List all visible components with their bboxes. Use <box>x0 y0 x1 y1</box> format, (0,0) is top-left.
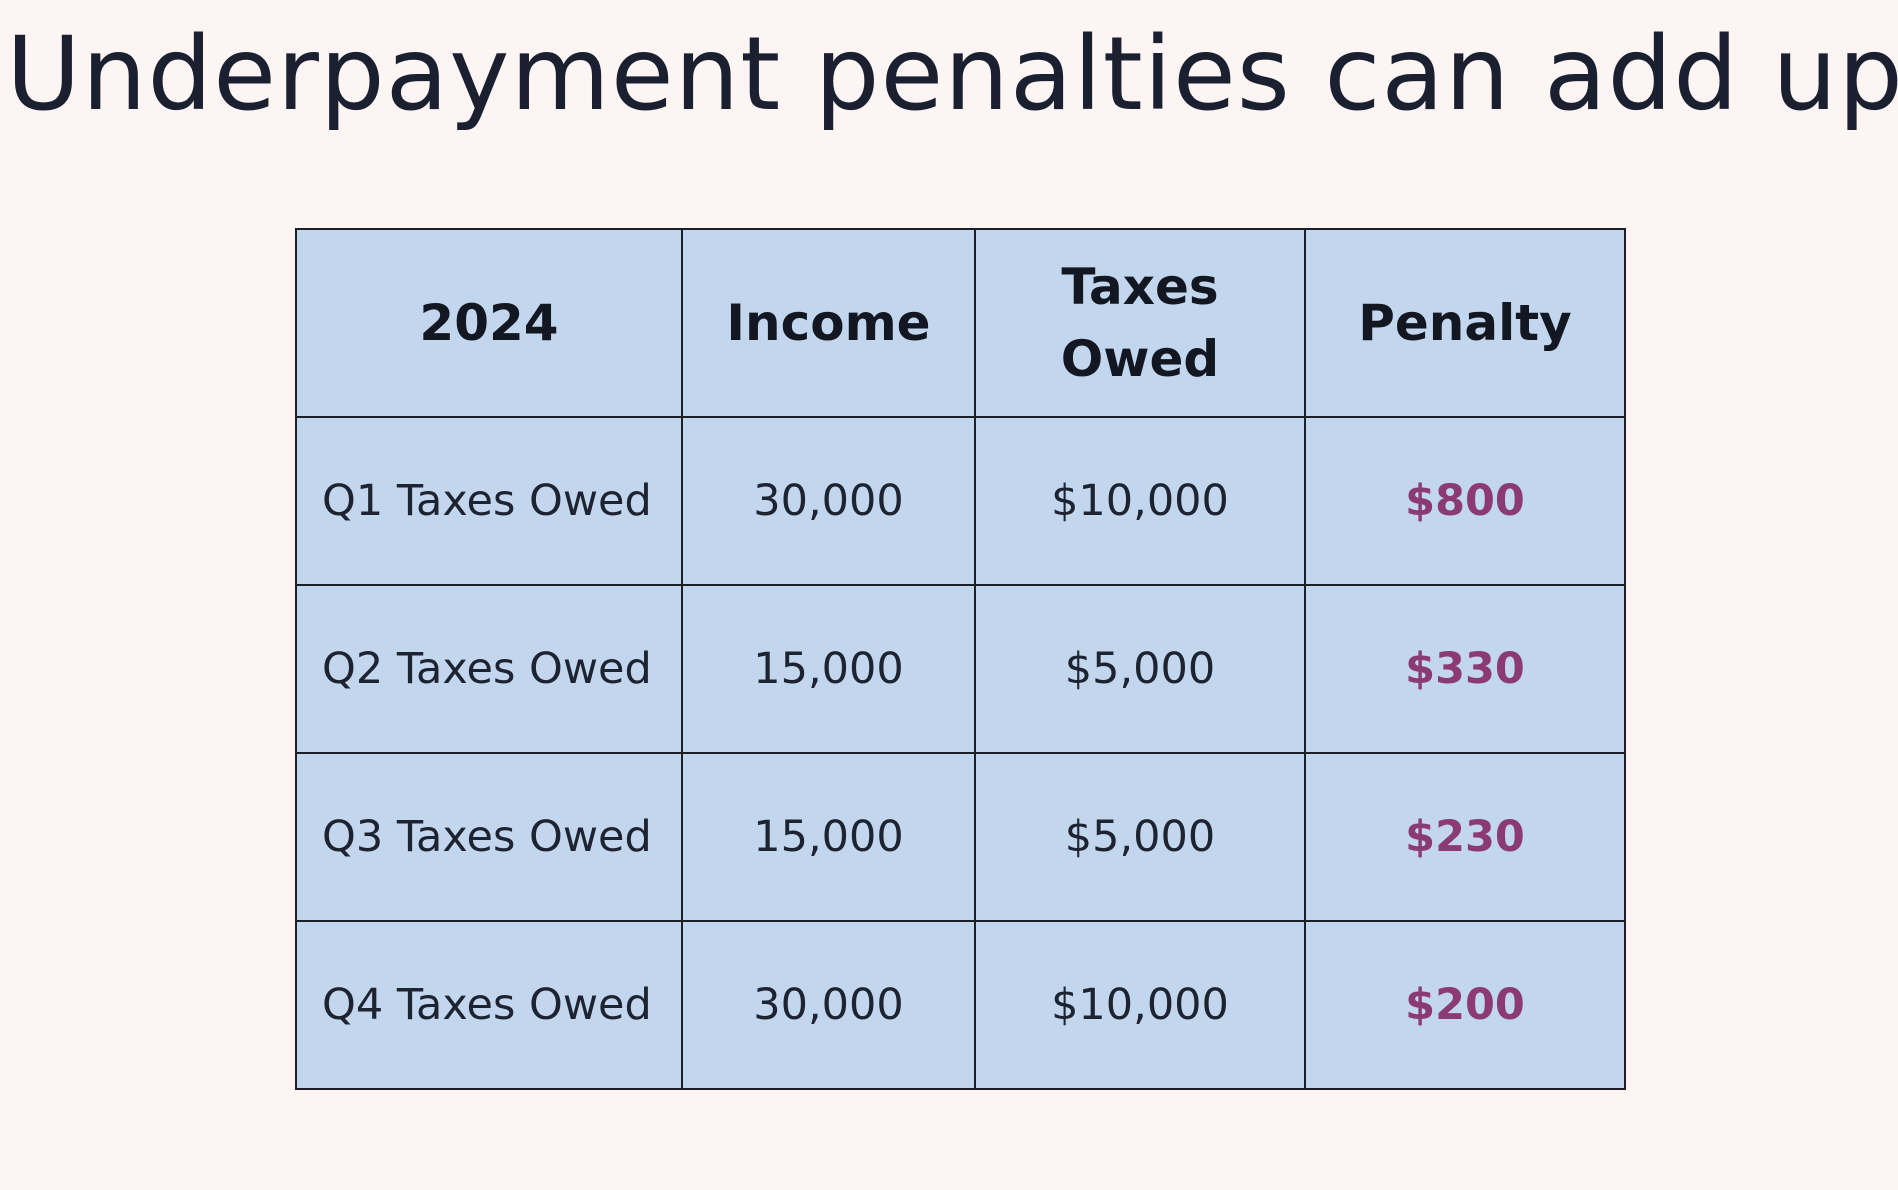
header-year: 2024 <box>295 228 683 418</box>
penalty-cell: $800 <box>1304 416 1626 586</box>
table-header-row: 2024 Income Taxes Owed Penalty <box>295 228 1626 418</box>
header-taxes-owed: Taxes Owed <box>974 228 1306 418</box>
header-income: Income <box>681 228 976 418</box>
table-row: Q3 Taxes Owed 15,000 $5,000 $230 <box>295 752 1626 922</box>
row-label: Q3 Taxes Owed <box>295 752 683 922</box>
income-cell: 30,000 <box>681 920 976 1090</box>
header-penalty: Penalty <box>1304 228 1626 418</box>
slide-title: Underpayment penalties can add up <box>6 15 1898 134</box>
row-label: Q1 Taxes Owed <box>295 416 683 586</box>
table-row: Q1 Taxes Owed 30,000 $10,000 $800 <box>295 416 1626 586</box>
taxes-owed-cell: $10,000 <box>974 416 1306 586</box>
penalty-cell: $230 <box>1304 752 1626 922</box>
taxes-owed-cell: $10,000 <box>974 920 1306 1090</box>
table-row: Q4 Taxes Owed 30,000 $10,000 $200 <box>295 920 1626 1090</box>
penalty-table-container: 2024 Income Taxes Owed Penalty Q1 Taxes … <box>295 228 1626 1090</box>
header-taxes-owed-text: Taxes Owed <box>1060 258 1220 388</box>
income-cell: 30,000 <box>681 416 976 586</box>
taxes-owed-cell: $5,000 <box>974 752 1306 922</box>
taxes-owed-cell: $5,000 <box>974 584 1306 754</box>
table-row: Q2 Taxes Owed 15,000 $5,000 $330 <box>295 584 1626 754</box>
income-cell: 15,000 <box>681 752 976 922</box>
penalty-cell: $330 <box>1304 584 1626 754</box>
penalty-cell: $200 <box>1304 920 1626 1090</box>
income-cell: 15,000 <box>681 584 976 754</box>
row-label: Q2 Taxes Owed <box>295 584 683 754</box>
row-label: Q4 Taxes Owed <box>295 920 683 1090</box>
penalty-table: 2024 Income Taxes Owed Penalty Q1 Taxes … <box>295 228 1626 1090</box>
